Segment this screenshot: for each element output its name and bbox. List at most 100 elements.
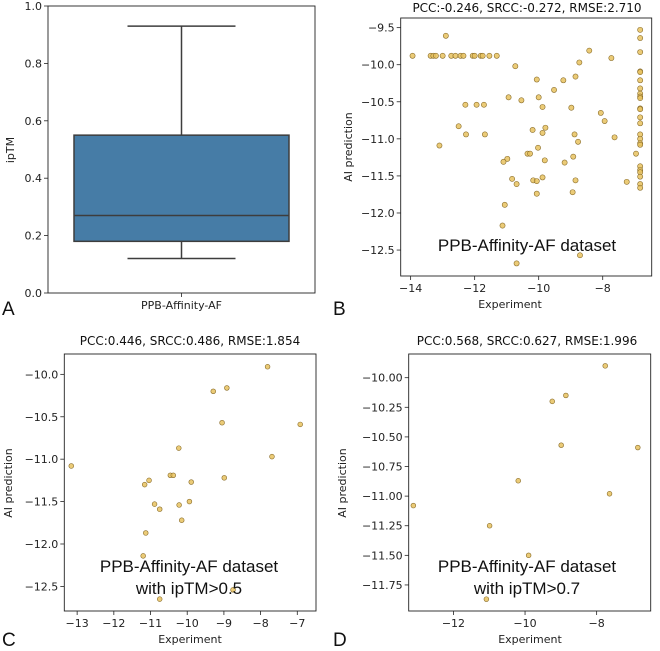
data-point xyxy=(140,553,146,559)
x-axis-label: Experiment xyxy=(478,298,542,311)
data-point xyxy=(460,52,467,59)
y-tick-label: −12.0 xyxy=(25,538,59,551)
y-axis-label: AI prediction xyxy=(336,448,349,517)
data-point xyxy=(481,101,487,108)
data-point xyxy=(586,47,593,54)
y-tick-label: −9.5 xyxy=(368,22,395,35)
data-point xyxy=(572,73,579,80)
data-point xyxy=(611,134,618,141)
y-axis-label: ipTM xyxy=(4,137,17,163)
x-tick-label: −12 xyxy=(102,617,125,630)
data-point xyxy=(141,481,148,488)
data-point xyxy=(452,52,459,59)
data-point xyxy=(156,506,163,512)
chart-title: PCC:0.446, SRCC:0.486, RMSE:1.854 xyxy=(80,334,300,348)
x-tick-label: −14 xyxy=(399,282,422,295)
data-point xyxy=(623,178,630,185)
data-point xyxy=(637,106,644,113)
data-point xyxy=(533,76,540,83)
data-point xyxy=(486,52,493,59)
data-point xyxy=(558,442,564,448)
y-tick-label: −11.00 xyxy=(362,490,403,503)
data-point xyxy=(606,491,613,497)
data-point xyxy=(264,364,271,370)
axes-frame xyxy=(63,353,317,612)
data-point xyxy=(210,388,216,395)
x-axis-label: Experiment xyxy=(158,633,222,646)
data-point xyxy=(439,52,446,59)
panel-a: 0.0 0.2 0.4 0.6 0.8 1.0 PPB-Affinity-AF ipTM A xyxy=(2,0,316,320)
data-point xyxy=(156,596,163,602)
data-point xyxy=(230,587,236,593)
x-tick-label: −8 xyxy=(595,282,611,295)
axes-frame xyxy=(47,5,316,294)
dataset-annotation: PPB-Affinity-AF dataset xyxy=(100,557,279,576)
data-point xyxy=(577,252,583,259)
data-point xyxy=(529,127,536,133)
data-point xyxy=(518,97,525,104)
data-point xyxy=(471,52,478,59)
axes-frame xyxy=(408,353,652,612)
data-point xyxy=(569,189,576,196)
data-point xyxy=(504,155,511,162)
y-tick-label: −12.5 xyxy=(25,580,59,593)
data-point xyxy=(500,158,507,165)
y-tick-label: −10.0 xyxy=(25,368,59,381)
x-tick-label: −10 xyxy=(527,282,550,295)
x-tick-label: −9 xyxy=(216,617,232,630)
data-point xyxy=(473,101,480,108)
data-point xyxy=(637,69,644,76)
data-point xyxy=(541,157,548,164)
data-point xyxy=(509,175,516,182)
data-point xyxy=(433,52,439,59)
data-point xyxy=(479,52,486,59)
data-point xyxy=(568,104,575,111)
panel-letter: D xyxy=(333,630,347,651)
data-point xyxy=(219,420,225,426)
y-tick-label: 0.6 xyxy=(25,115,43,128)
data-point xyxy=(601,118,608,124)
y-tick-label: −12.0 xyxy=(361,207,395,220)
data-point xyxy=(455,123,462,130)
y-tick-label: −10.00 xyxy=(362,372,403,385)
data-point xyxy=(539,174,546,181)
y-tick-label: −10.5 xyxy=(361,96,395,109)
data-point xyxy=(637,141,644,148)
data-point xyxy=(297,421,303,428)
data-point xyxy=(505,94,512,101)
data-point xyxy=(442,32,449,39)
data-point xyxy=(539,104,546,110)
x-axis-label: Experiment xyxy=(498,633,562,646)
data-point xyxy=(637,95,644,101)
data-point xyxy=(493,52,500,59)
data-point xyxy=(608,55,615,61)
data-point xyxy=(499,222,506,229)
x-tick-label: PPB-Affinity-AF xyxy=(141,299,222,312)
data-point xyxy=(501,201,508,208)
data-point xyxy=(637,173,644,180)
y-axis-label: AI prediction xyxy=(2,448,15,517)
data-point xyxy=(637,114,644,121)
data-point xyxy=(483,596,490,602)
y-tick-label: −10.75 xyxy=(362,461,403,474)
x-tick-label: −8 xyxy=(252,617,268,630)
data-point xyxy=(535,94,542,101)
data-point xyxy=(637,120,644,127)
y-tick-label: 0.2 xyxy=(25,230,43,243)
data-point xyxy=(151,501,158,507)
data-point xyxy=(527,150,533,157)
data-point xyxy=(533,178,540,185)
x-tick-label: −13 xyxy=(66,617,89,630)
dataset-annotation: PPB-Affinity-AF dataset xyxy=(438,557,617,576)
y-tick-label: −10.50 xyxy=(362,431,403,444)
data-point xyxy=(176,502,182,508)
data-point xyxy=(542,124,549,131)
data-point xyxy=(513,181,520,187)
data-point xyxy=(570,153,577,160)
data-point xyxy=(551,87,557,93)
data-point xyxy=(146,477,152,484)
y-tick-label: 1.0 xyxy=(25,0,43,13)
data-point xyxy=(572,177,579,184)
y-tick-label: −11.75 xyxy=(362,579,403,592)
